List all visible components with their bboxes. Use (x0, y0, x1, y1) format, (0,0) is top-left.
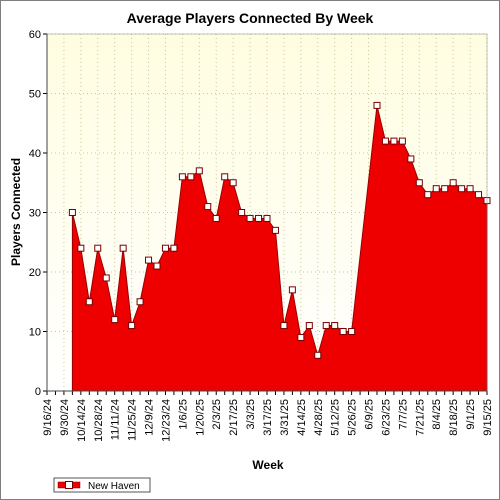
plot-border (46, 33, 488, 392)
data-point (119, 244, 127, 252)
data-point (77, 244, 85, 252)
x-tick-label: 6/9/25 (364, 399, 376, 430)
x-tick-label: 2/3/25 (211, 399, 223, 430)
data-point (348, 328, 356, 335)
data-point (475, 191, 483, 199)
x-axis-label: Week (252, 458, 283, 472)
data-point (331, 322, 339, 330)
data-point (68, 209, 76, 216)
chart-title: Average Players Connected By Week (127, 10, 374, 26)
x-tick-label: 3/3/25 (245, 399, 257, 430)
x-tick-label: 10/14/24 (76, 399, 88, 442)
data-point (415, 179, 423, 187)
data-point (373, 101, 381, 109)
data-point (271, 226, 279, 234)
x-tick-label: 11/11/24 (110, 399, 122, 440)
data-point (407, 155, 415, 163)
y-tick-label: 60 (29, 29, 41, 41)
y-tick-label: 30 (29, 208, 41, 220)
x-tick-label: 5/12/25 (330, 399, 342, 436)
data-point (398, 137, 406, 145)
data-point (263, 214, 271, 222)
data-point (212, 214, 220, 222)
y-tick-label: 20 (29, 267, 41, 279)
data-point (170, 244, 178, 252)
data-point (153, 262, 161, 270)
data-point (94, 244, 102, 252)
data-point (195, 167, 203, 175)
x-tick-label: 1/20/25 (194, 399, 206, 436)
legend: New Haven (53, 477, 151, 493)
data-point (458, 185, 466, 193)
data-point (204, 203, 212, 211)
data-point (145, 256, 153, 264)
data-point (305, 322, 313, 330)
data-point (246, 214, 254, 222)
data-point (424, 191, 432, 199)
legend-label: New Haven (88, 481, 140, 492)
data-point (297, 333, 305, 341)
y-tick-label: 40 (29, 148, 41, 160)
data-point (322, 322, 330, 330)
data-point (466, 185, 474, 193)
x-tick-label: 11/25/24 (127, 399, 139, 441)
x-tick-label: 9/30/24 (59, 399, 71, 436)
x-tick-label: 1/6/25 (177, 399, 189, 430)
x-tick-label: 7/7/25 (397, 399, 409, 430)
data-point (449, 179, 457, 187)
data-point (390, 137, 398, 145)
data-point (102, 274, 110, 282)
legend-marker-icon (65, 481, 73, 489)
data-point (85, 298, 93, 306)
data-point (221, 173, 229, 181)
data-point (161, 244, 169, 252)
x-tick-label: 4/28/25 (313, 399, 325, 436)
data-point (178, 173, 186, 181)
x-tick-label: 8/18/25 (448, 399, 460, 436)
data-point (255, 214, 263, 222)
x-tick-label: 7/21/25 (414, 399, 426, 436)
x-tick-label: 12/9/24 (144, 399, 156, 436)
data-point (339, 328, 347, 335)
data-point (136, 298, 144, 306)
x-tick-label: 3/31/25 (279, 399, 291, 436)
data-point (314, 351, 322, 359)
x-tick-label: 9/1/25 (465, 399, 477, 430)
data-point (111, 316, 119, 324)
data-point (280, 322, 288, 330)
x-tick-label: 9/15/25 (482, 399, 494, 436)
data-point (187, 173, 195, 181)
x-tick-label: 4/14/25 (296, 399, 308, 436)
x-tick-label: 10/28/24 (93, 399, 105, 442)
y-axis-label: Players Connected (9, 158, 23, 266)
x-tick-label: 6/23/25 (380, 399, 392, 436)
data-point (381, 137, 389, 145)
y-tick-label: 50 (29, 89, 41, 101)
plot-area: 0 10 20 30 40 50 60 9/16/24 9/30/24 10/14/24 10/28… (29, 29, 494, 442)
y-tick-label: 10 (29, 327, 41, 339)
data-point (288, 286, 296, 294)
data-point (229, 179, 237, 187)
data-point (238, 209, 246, 216)
x-tick-label: 5/26/25 (347, 399, 359, 436)
data-point (128, 322, 136, 330)
x-tick-label: 8/4/25 (431, 399, 443, 430)
legend-box (53, 477, 151, 493)
y-tick-label: 0 (35, 386, 41, 398)
x-tick-label: 2/17/25 (228, 399, 240, 436)
x-tick-label: 12/23/24 (160, 399, 172, 442)
x-tick-label: 9/16/24 (42, 399, 54, 436)
x-tick-label: 3/17/25 (262, 399, 274, 436)
data-point (432, 185, 440, 193)
data-point (441, 185, 449, 193)
